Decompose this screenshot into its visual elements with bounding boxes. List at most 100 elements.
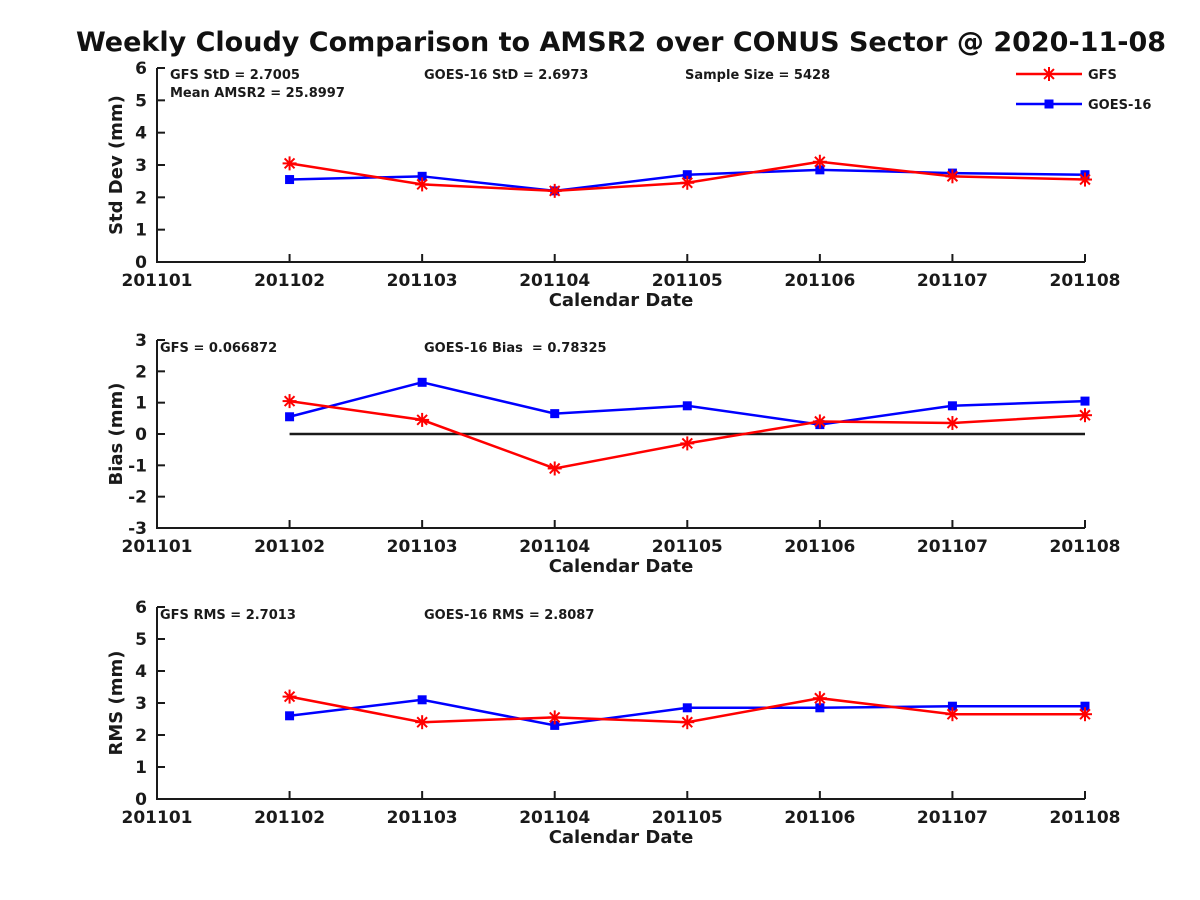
annotation: Sample Size = 5428	[685, 68, 830, 83]
square-marker	[682, 703, 692, 713]
annotation: GOES-16 RMS = 2.8087	[424, 608, 594, 623]
y-tick-label: 6	[135, 598, 147, 618]
asterisk-marker	[812, 154, 827, 169]
legend-label: GFS	[1088, 68, 1117, 83]
bias-series-gfs	[282, 394, 1092, 476]
asterisk-marker	[1042, 67, 1056, 81]
x-tick-label: 201102	[254, 808, 325, 828]
annotation: GFS RMS = 2.7013	[160, 608, 296, 623]
asterisk-marker	[812, 691, 827, 706]
x-tick-label: 201106	[784, 537, 855, 557]
x-tick-label: 201104	[519, 271, 590, 291]
rms-chart: 0 1 2 3 4 5 6 201101 201102 201103 201104 201105 201…	[106, 598, 1120, 848]
x-tick-label: 201107	[917, 537, 988, 557]
y-tick-label: 2	[135, 362, 147, 382]
asterisk-marker	[282, 689, 297, 704]
asterisk-marker	[547, 710, 562, 725]
y-tick-label: 3	[135, 156, 147, 176]
square-marker	[815, 165, 825, 175]
y-tick-label: -2	[128, 488, 147, 508]
annotation: GOES-16 Bias = 0.78325	[424, 341, 607, 356]
y-tick-label: 5	[135, 91, 147, 111]
square-marker	[947, 701, 957, 711]
y-tick-label: 5	[135, 630, 147, 650]
asterisk-marker	[547, 183, 562, 198]
stddev-series-gfs	[282, 154, 1092, 198]
y-tick-label: 0	[135, 790, 147, 810]
x-tick-label: 201101	[122, 808, 193, 828]
asterisk-marker	[547, 461, 562, 476]
asterisk-marker	[1078, 707, 1092, 722]
annotation: GFS StD = 2.7005	[170, 68, 300, 83]
y-tick-label: 1	[135, 394, 147, 414]
x-axis-title: Calendar Date	[549, 556, 694, 577]
x-tick-label: 201101	[122, 271, 193, 291]
y-tick-label: -3	[128, 519, 147, 539]
annotation: GFS = 0.066872	[160, 341, 277, 356]
x-tick-label: 201108	[1050, 271, 1121, 291]
x-tick-label: 201104	[519, 537, 590, 557]
square-marker	[1080, 396, 1090, 406]
y-tick-label: 4	[135, 124, 147, 144]
rms-axes	[156, 607, 1085, 800]
square-marker	[947, 401, 957, 411]
asterisk-marker	[1078, 408, 1092, 423]
x-tick-label: 201101	[122, 537, 193, 557]
x-tick-label: 201108	[1050, 537, 1121, 557]
x-tick-label: 201105	[652, 271, 723, 291]
asterisk-marker	[945, 707, 960, 722]
asterisk-marker	[945, 169, 960, 184]
y-tick-label: 3	[135, 694, 147, 714]
y-tick-label: 0	[135, 253, 147, 273]
asterisk-marker	[282, 394, 297, 409]
square-marker	[1044, 99, 1054, 109]
asterisk-marker	[415, 177, 430, 192]
asterisk-marker	[415, 715, 430, 730]
legend-item-gfs: GFS	[1016, 67, 1117, 83]
x-tick-label: 201102	[254, 537, 325, 557]
square-marker	[550, 720, 560, 730]
x-axis-title: Calendar Date	[549, 290, 694, 311]
square-marker	[417, 171, 427, 181]
y-tick-label: 1	[135, 758, 147, 778]
stddev-chart: 0 1 2 3 4 5 6 201101 201102 201103 201104 201105 201…	[106, 59, 1120, 311]
y-tick-label: 4	[135, 662, 147, 682]
y-tick-label: 2	[135, 188, 147, 208]
square-marker	[815, 703, 825, 713]
x-axis-title: Calendar Date	[549, 827, 694, 848]
y-tick-label: 2	[135, 726, 147, 746]
x-tick-label: 201105	[652, 808, 723, 828]
x-tick-label: 201103	[387, 271, 458, 291]
legend-label: GOES-16	[1088, 98, 1151, 113]
square-marker	[417, 695, 427, 705]
y-axis-title: Bias (mm)	[106, 383, 127, 486]
asterisk-marker	[680, 715, 695, 730]
x-tick-label: 201106	[784, 271, 855, 291]
square-marker	[285, 711, 295, 721]
figure-title: Weekly Cloudy Comparison to AMSR2 over C…	[75, 27, 1167, 58]
square-marker	[417, 377, 427, 387]
x-tick-label: 201102	[254, 271, 325, 291]
bias-chart: -3 -2 -1 0 1 2 3 201101 201102 201103 201104 201105…	[106, 331, 1120, 577]
x-tick-label: 201103	[387, 537, 458, 557]
annotation: Mean AMSR2 = 25.8997	[170, 86, 345, 101]
x-tick-label: 201107	[917, 808, 988, 828]
square-marker	[682, 401, 692, 411]
annotation: GOES-16 StD = 2.6973	[424, 68, 588, 83]
y-tick-label: 0	[135, 425, 147, 445]
y-tick-label: 6	[135, 59, 147, 79]
x-tick-label: 201104	[519, 808, 590, 828]
y-axis-title: Std Dev (mm)	[106, 95, 127, 235]
x-tick-label: 201106	[784, 808, 855, 828]
square-marker	[285, 175, 295, 185]
rms-series-gfs	[282, 689, 1092, 730]
x-tick-label: 201103	[387, 808, 458, 828]
square-marker	[550, 409, 560, 419]
x-tick-label: 201108	[1050, 808, 1121, 828]
asterisk-marker	[812, 414, 827, 429]
y-axis-title: RMS (mm)	[106, 651, 127, 756]
square-marker	[1080, 701, 1090, 711]
legend: GFS GOES-16	[1016, 67, 1151, 113]
asterisk-marker	[680, 175, 695, 190]
